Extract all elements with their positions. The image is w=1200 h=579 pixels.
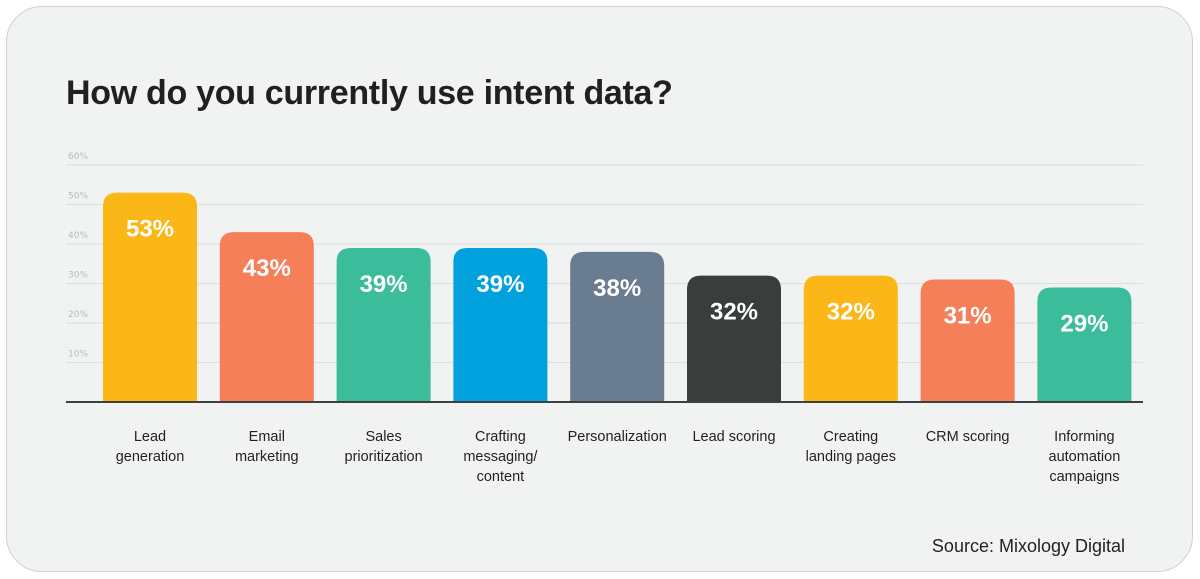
category-label: Email: [249, 429, 285, 445]
category-label: Creating: [823, 429, 878, 445]
value-label: 32%: [827, 299, 875, 326]
category-label: messaging/: [463, 449, 538, 465]
bar-3: [453, 247, 548, 402]
y-tick-label: 40%: [68, 231, 88, 241]
category-label: prioritization: [345, 449, 423, 465]
bars: [103, 192, 1132, 402]
value-label: 43%: [243, 255, 291, 282]
category-label: Sales: [365, 429, 401, 445]
y-tick-label: 50%: [68, 192, 88, 202]
bar-7: [920, 279, 1015, 402]
category-label: Crafting: [475, 429, 526, 445]
category-label: marketing: [235, 449, 299, 465]
bar-6: [803, 275, 898, 402]
category-label: CRM scoring: [926, 429, 1010, 445]
category-label: Lead scoring: [692, 429, 775, 445]
y-axis-tick-labels: 10% 20% 30% 40% 50% 60%: [68, 152, 88, 360]
category-label: generation: [116, 449, 185, 465]
value-label: 38%: [593, 275, 641, 302]
category-label: automation: [1049, 449, 1121, 465]
bar-4: [570, 251, 665, 402]
chart-title: How do you currently use intent data?: [66, 74, 673, 112]
value-label: 32%: [710, 299, 758, 326]
value-label: 29%: [1060, 310, 1108, 337]
category-label: campaigns: [1049, 469, 1119, 485]
x-axis-category-labels: Lead generation Email marketing Sales priorit…: [116, 429, 1121, 485]
y-tick-label: 30%: [68, 271, 88, 281]
category-label: Informing: [1054, 429, 1114, 445]
category-label: Personalization: [568, 429, 667, 445]
bar-0: [103, 192, 197, 402]
value-labels: 53% 43% 39% 39% 38% 32% 32% 31% 29%: [126, 216, 1108, 338]
source-note: Source: Mixology Digital: [931, 536, 1125, 556]
y-tick-label: 60%: [68, 152, 88, 162]
bar-8: [1037, 287, 1132, 402]
value-label: 53%: [126, 216, 174, 243]
category-label: Lead: [134, 429, 166, 445]
bar-2: [336, 247, 431, 402]
value-label: 31%: [944, 303, 992, 330]
category-label: landing pages: [806, 449, 896, 465]
category-label: content: [477, 469, 525, 485]
value-label: 39%: [476, 271, 524, 298]
y-tick-label: 10%: [68, 350, 88, 360]
value-label: 39%: [360, 271, 408, 298]
bar-5: [687, 275, 781, 402]
bar-1: [219, 232, 314, 402]
y-tick-label: 20%: [68, 310, 88, 320]
